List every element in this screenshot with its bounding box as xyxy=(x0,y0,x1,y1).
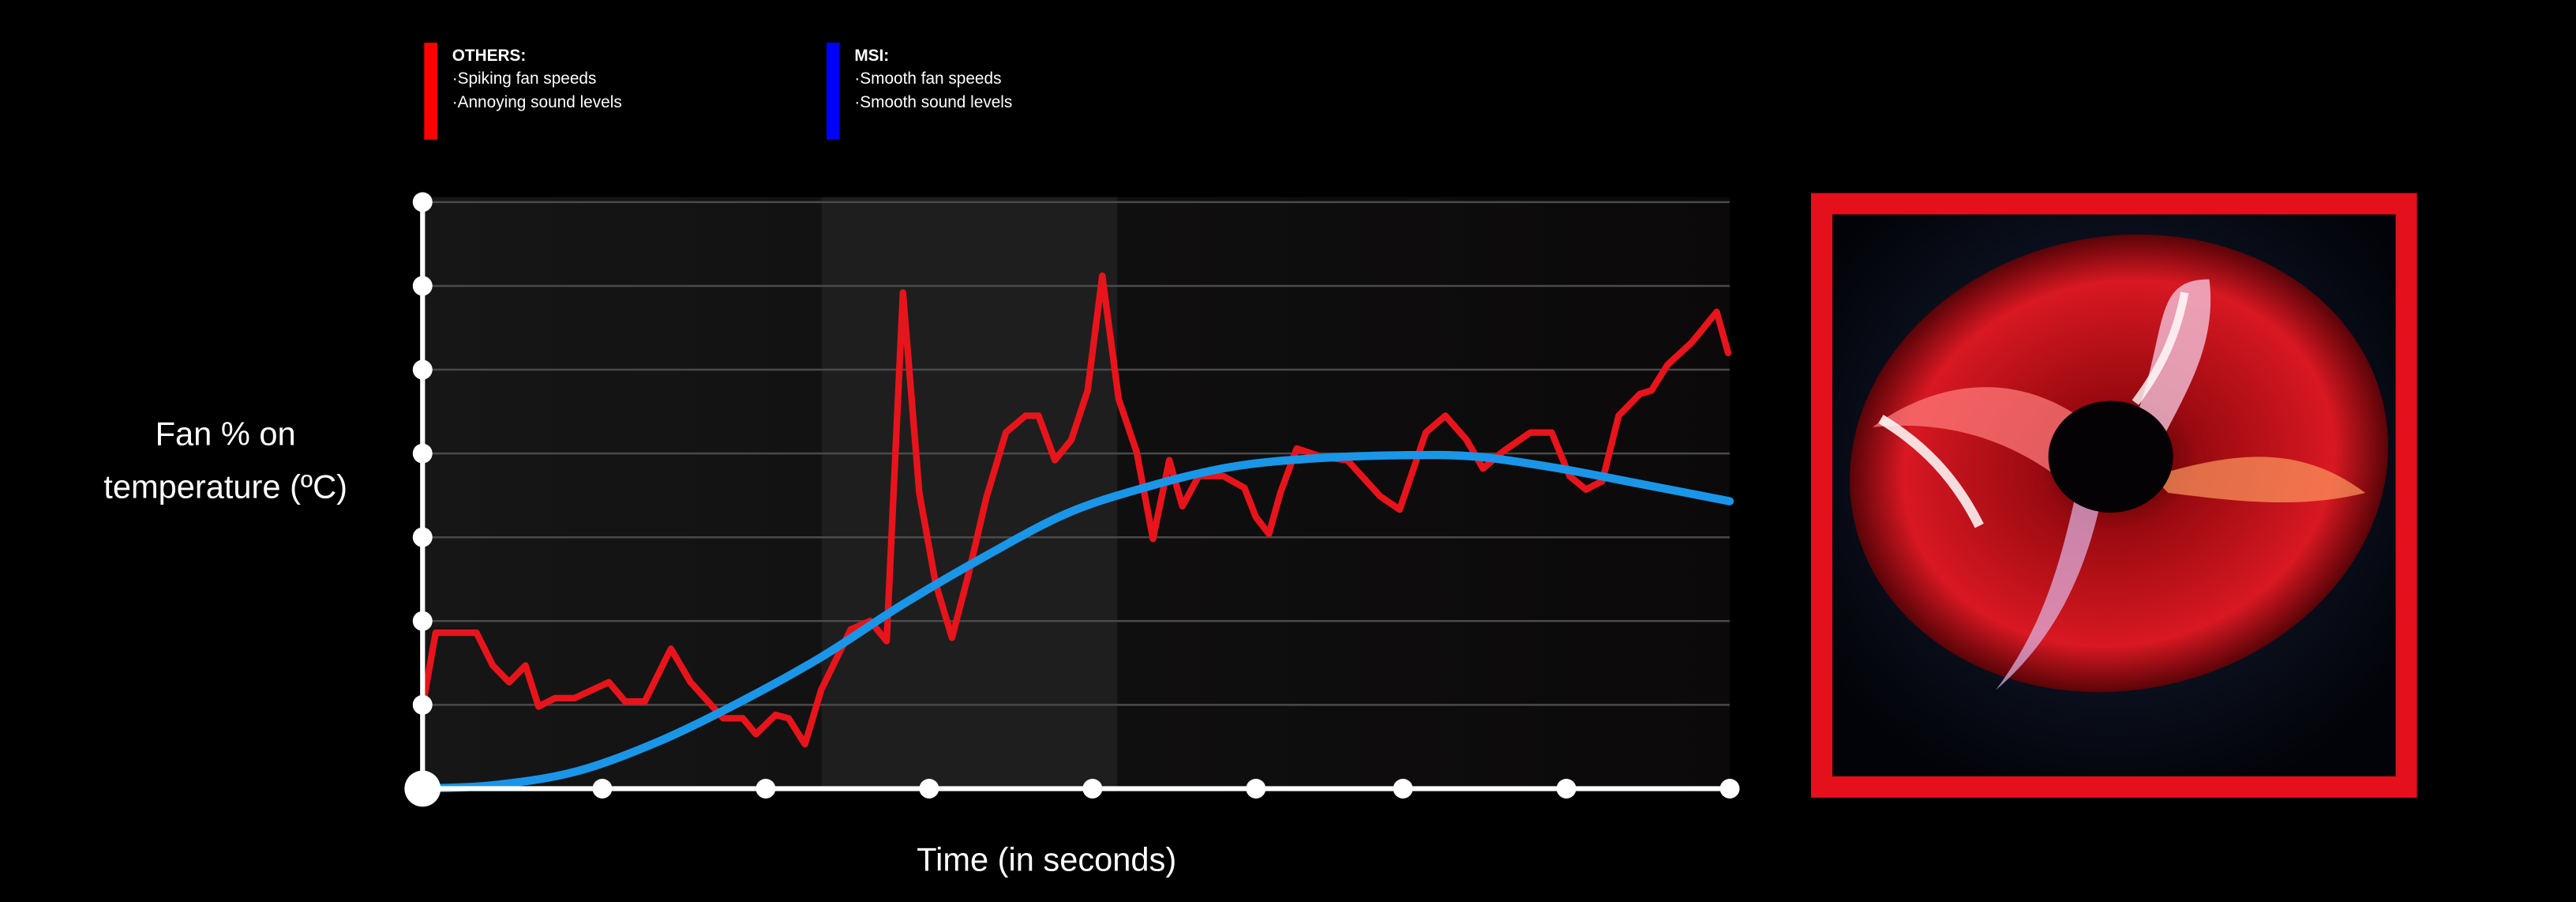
y-tick-dot xyxy=(412,192,433,212)
origin-dot xyxy=(404,770,441,807)
legend-note: ·Annoying sound levels xyxy=(452,93,622,111)
y-tick-dot xyxy=(412,694,433,715)
x-axis-label: Time (in seconds) xyxy=(917,840,1176,878)
y-tick-dot xyxy=(412,527,433,547)
x-tick-dot xyxy=(1393,778,1413,799)
legend-note: ·Smooth sound levels xyxy=(854,93,1012,111)
y-tick-dot xyxy=(412,276,433,296)
legend-label: MSI: xyxy=(854,47,889,65)
legend-label: OTHERS: xyxy=(452,47,527,65)
y-tick-dot xyxy=(412,359,433,380)
x-tick-dot xyxy=(1719,778,1740,799)
legend-note: ·Smooth fan speeds xyxy=(854,70,1001,88)
x-tick-dot xyxy=(1556,778,1577,799)
legend-swatch xyxy=(424,43,437,140)
series-line xyxy=(419,272,1732,748)
y-tick-dot xyxy=(412,443,433,464)
series-line xyxy=(418,450,1734,793)
y-axis-label: Fan % on xyxy=(156,415,296,453)
x-tick-dot xyxy=(1082,778,1103,799)
legend-note: ·Spiking fan speeds xyxy=(452,70,597,88)
plot-highlight-band xyxy=(821,197,1118,789)
legend-swatch xyxy=(826,43,840,140)
x-tick-dot xyxy=(919,778,939,799)
y-tick-dot xyxy=(412,611,433,631)
fan-image xyxy=(1811,193,2417,798)
x-tick-dot xyxy=(592,778,613,799)
y-axis-label: temperature (ºC) xyxy=(103,468,347,505)
x-tick-dot xyxy=(756,778,776,799)
x-tick-dot xyxy=(1246,778,1266,799)
